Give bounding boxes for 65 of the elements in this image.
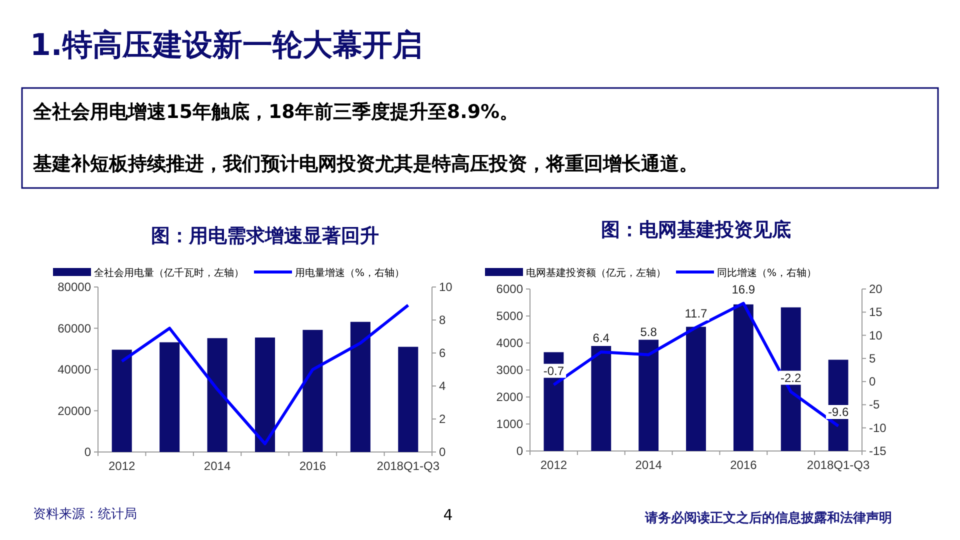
y2-tick-label: -5	[869, 398, 880, 412]
y2-tick-label: 4	[439, 379, 446, 393]
x-tick-label: 2012	[540, 458, 568, 472]
text: 4	[443, 506, 453, 524]
y-tick-label: 1000	[496, 417, 524, 431]
line-series	[120, 304, 410, 446]
text: 基建补短板持续推进，我们预计电网投资尤其是特高压投资，将重回增长通道。	[32, 153, 698, 175]
y-tick-label: 3000	[496, 363, 524, 377]
y2-tick-label: 5	[869, 351, 876, 366]
bar	[733, 304, 754, 451]
x-tick-label: 2014	[204, 459, 231, 473]
x-tick-label: 2016	[730, 458, 758, 472]
y-tick-label: 0	[84, 445, 92, 459]
y2-tick-label: 10	[439, 280, 453, 294]
x-tick-label: 2016	[299, 459, 326, 473]
y-tick-label: 80000	[58, 280, 92, 294]
y2-tick-label: 0	[439, 445, 446, 459]
chart-title: 图：用电需求增速显著回升	[151, 225, 379, 247]
y2-tick-label: 8	[439, 313, 446, 327]
data-label: 6.4	[592, 330, 610, 345]
bar	[302, 330, 323, 452]
data-label: 5.8	[640, 324, 658, 339]
y2-tick-label: 0	[869, 374, 876, 389]
data-label: 11.7	[684, 306, 708, 320]
x-tick-label: 2018Q1-Q3	[806, 458, 870, 472]
bar	[160, 342, 180, 452]
bar	[686, 326, 706, 451]
x-tick-label: 2012	[108, 459, 136, 473]
bar	[350, 322, 370, 452]
x-tick-label: 2018Q1-Q3	[376, 459, 440, 473]
legend-label: 用电量增速（%，右轴）	[295, 267, 405, 279]
data-label: 16.9	[732, 282, 756, 296]
bar	[112, 350, 132, 452]
text: 全社会用电增速15年触底，18年前三季度提升至8.9%。	[32, 101, 519, 123]
bar	[254, 338, 276, 452]
y-tick-label: 40000	[58, 362, 92, 376]
y-tick-label: 4000	[496, 336, 524, 350]
text: 资料来源：统计局	[33, 507, 137, 522]
y-tick-label: 0	[516, 444, 524, 458]
y2-tick-label: -10	[869, 420, 887, 435]
y2-tick-label: -15	[869, 444, 887, 458]
text: 请务必阅读正文之后的信息披露和法律声明	[644, 510, 892, 526]
data-label: -0.7	[543, 364, 564, 378]
bar	[591, 346, 612, 451]
data-label: -2.2	[780, 370, 802, 385]
text: 1.特高压建设新一轮大幕开启	[30, 28, 422, 63]
x-tick-label: 2014	[635, 458, 662, 472]
bar	[638, 340, 659, 451]
chart-title: 图：电网基建投资见底	[601, 219, 791, 241]
data-label: -9.6	[828, 405, 849, 420]
y2-tick-label: 10	[869, 328, 883, 342]
y-tick-label: 5000	[496, 309, 524, 323]
legend-label: 电网基建投资额（亿元，左轴）	[526, 267, 666, 279]
bar	[207, 338, 228, 452]
y-tick-label: 6000	[496, 282, 524, 296]
y-tick-label: 2000	[496, 390, 524, 404]
legend-label: 全社会用电量（亿千瓦时，左轴）	[94, 267, 244, 279]
y-tick-label: 20000	[58, 404, 92, 418]
y2-tick-label: 2	[439, 412, 446, 426]
legend-label: 同比增速（%，右轴）	[717, 267, 817, 279]
y2-tick-label: 6	[439, 346, 446, 360]
y2-tick-label: 20	[869, 282, 883, 296]
y2-tick-label: 15	[869, 305, 883, 320]
bar	[398, 346, 418, 452]
y-tick-label: 60000	[58, 321, 92, 336]
